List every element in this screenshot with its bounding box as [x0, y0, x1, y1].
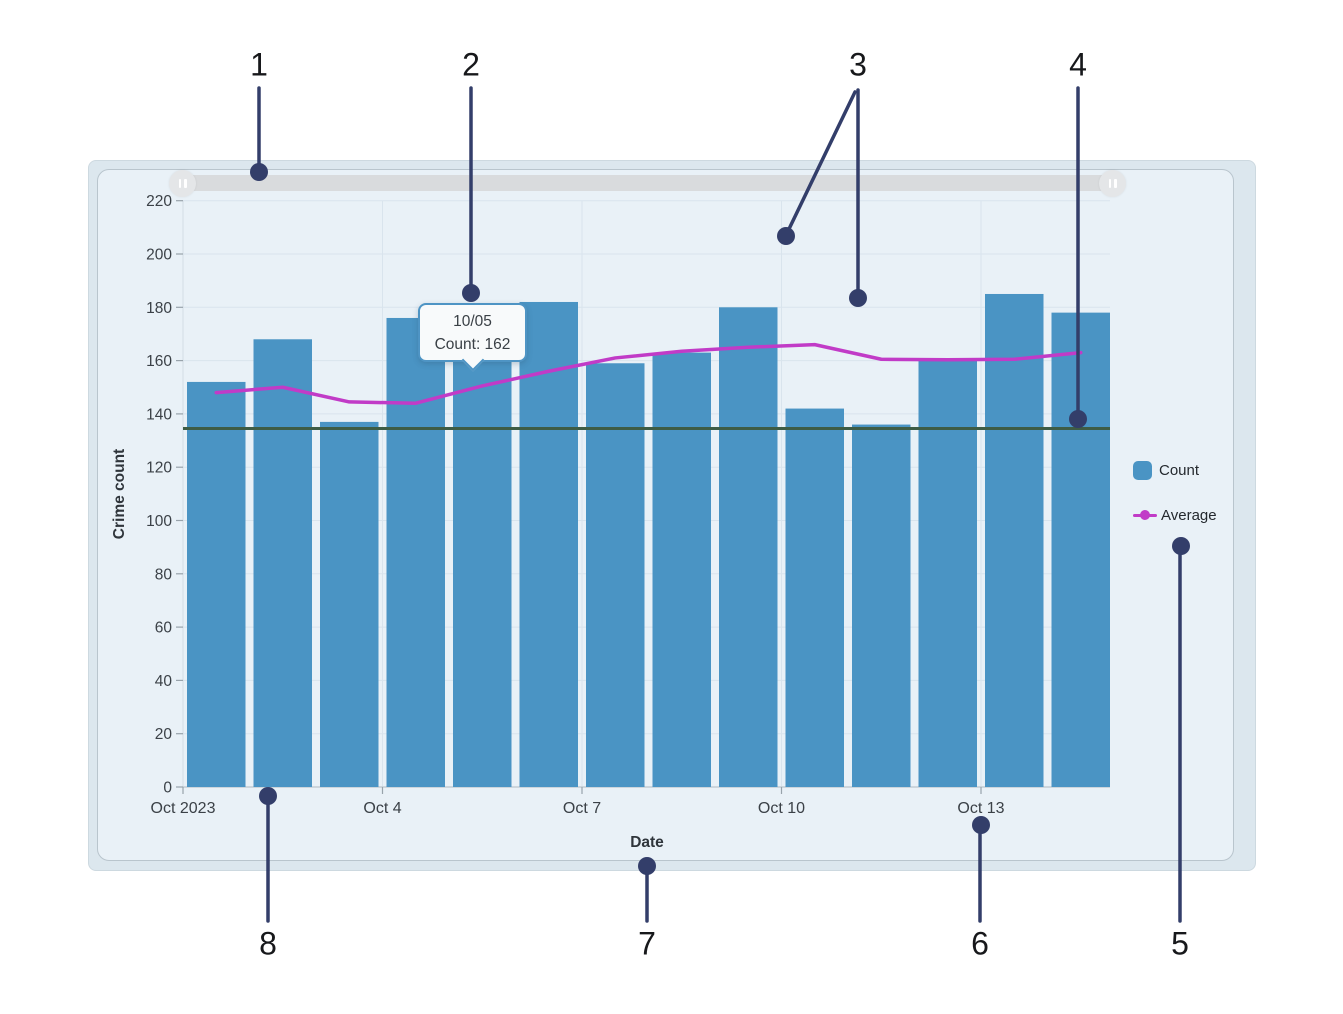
y-tick-label: 40 [155, 673, 173, 690]
callout-number-2: 2 [462, 46, 480, 83]
grip-icon [184, 179, 187, 188]
x-tick-label: Oct 10 [758, 800, 805, 817]
y-tick-label: 140 [146, 406, 172, 423]
scrollbar-right-handle[interactable] [1099, 170, 1126, 197]
callout-number-1: 1 [250, 46, 268, 83]
x-tick-label: Oct 4 [363, 800, 401, 817]
y-tick-label: 20 [155, 726, 173, 743]
legend-label-count: Count [1159, 461, 1200, 479]
bar-count-10/12[interactable] [918, 360, 978, 787]
callout-number-7: 7 [638, 925, 656, 962]
count-swatch-icon [1133, 460, 1152, 480]
bar-count-10/09[interactable] [719, 307, 778, 787]
x-tick-label: Oct 7 [563, 800, 601, 817]
bar-count-10/05[interactable] [453, 355, 512, 787]
chart-legend: Count Average [1133, 460, 1217, 550]
bar-count-10/14[interactable] [1051, 312, 1111, 787]
x-tick-label: Oct 13 [957, 800, 1004, 817]
bar-count-10/03[interactable] [320, 421, 379, 787]
scrollbar-left-handle[interactable] [169, 170, 196, 197]
average-line-icon [1133, 506, 1157, 525]
legend-label-average: Average [1161, 506, 1217, 524]
bar-count-10/08[interactable] [652, 352, 712, 787]
y-tick-label: 180 [146, 300, 172, 317]
callout-number-4: 4 [1069, 46, 1087, 83]
grip-icon [1114, 179, 1117, 188]
callout-number-6: 6 [971, 925, 989, 962]
y-tick-label: 120 [146, 460, 172, 477]
y-tick-label: 220 [146, 193, 172, 210]
bar-count-10/07[interactable] [586, 363, 645, 787]
bar-count-10/13[interactable] [985, 293, 1044, 787]
grip-icon [178, 179, 181, 188]
callout-number-5: 5 [1171, 925, 1189, 962]
bar-count-10/11[interactable] [852, 424, 911, 787]
y-tick-label: 60 [155, 620, 173, 637]
legend-item-average[interactable]: Average [1133, 505, 1217, 525]
bar-count-10/06[interactable] [519, 301, 579, 787]
legend-item-count[interactable]: Count [1133, 460, 1217, 480]
bar-count-10/02[interactable] [253, 339, 313, 787]
y-tick-label: 0 [163, 780, 172, 797]
average-line [214, 342, 1083, 405]
bar-count-10/04[interactable] [386, 317, 446, 787]
bar-count-10/10[interactable] [785, 408, 845, 787]
y-tick-label: 100 [146, 513, 172, 530]
callout-number-3: 3 [849, 46, 867, 83]
tooltip-date: 10/05 [453, 312, 492, 330]
tooltip-count: Count: 162 [434, 335, 511, 353]
y-tick-label: 80 [155, 566, 173, 583]
callout-number-8: 8 [259, 925, 277, 962]
x-tick-label: Oct 2023 [151, 800, 216, 817]
chart-tooltip: 10/05 Count: 162 [418, 303, 527, 372]
x-axis-title: Date [630, 834, 664, 851]
y-tick-label: 200 [146, 247, 172, 264]
y-axis-title: Crime count [111, 448, 128, 540]
bar-count-10/01[interactable] [187, 381, 246, 787]
grip-icon [1108, 179, 1111, 188]
y-tick-label: 160 [146, 353, 172, 370]
time-range-scrollbar[interactable] [180, 175, 1116, 191]
